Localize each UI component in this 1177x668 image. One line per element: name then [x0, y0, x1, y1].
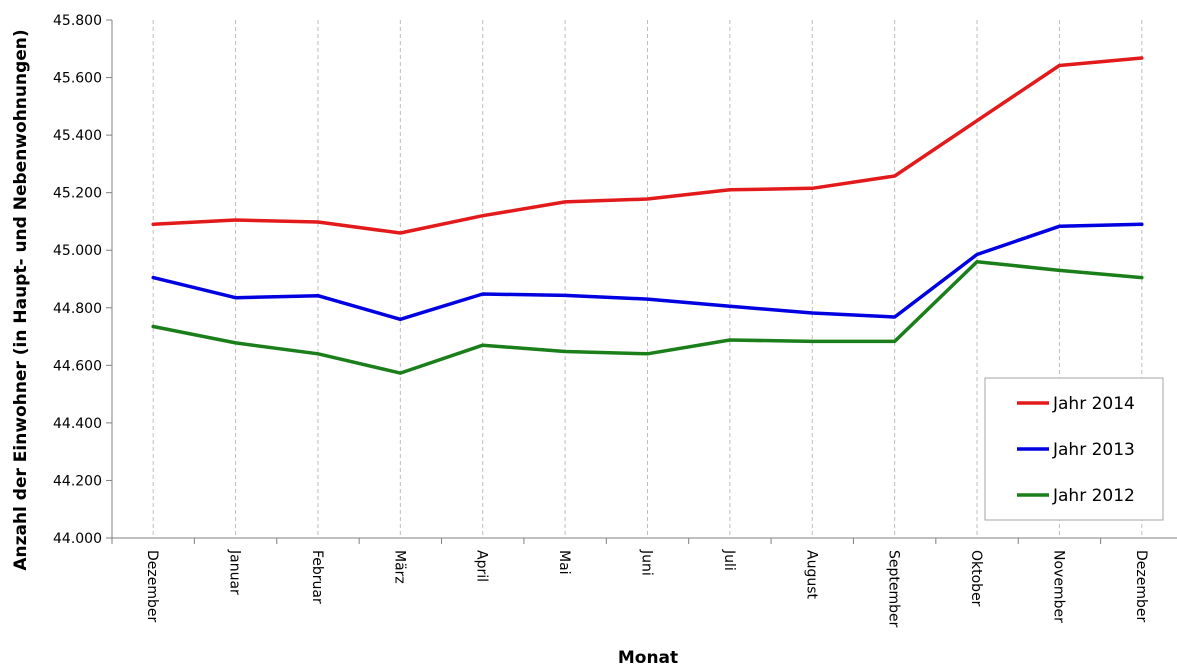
x-tick-label: Januar: [227, 549, 243, 595]
y-tick-label: 44.200: [53, 473, 102, 489]
y-tick-label: 45.000: [53, 243, 102, 259]
y-tick-label: 44.400: [53, 416, 102, 432]
y-axis-ticks: 44.000 44.200 44.400 44.600 44.800 45.000 45.2…: [53, 13, 112, 547]
x-tick-label: April: [474, 550, 490, 582]
x-tick-label: Dezember: [1133, 550, 1149, 622]
legend-label: Jahr 2012: [1052, 486, 1135, 506]
y-tick-label: 45.800: [53, 13, 102, 29]
series-line-jahr-2012: [151, 259, 1144, 375]
series-lines: [151, 56, 1144, 375]
x-tick-label: Mai: [556, 550, 572, 575]
axes: [111, 20, 1177, 539]
legend-box: [984, 377, 1164, 521]
y-tick-label: 44.800: [53, 301, 102, 317]
x-tick-label: Juni: [639, 549, 655, 576]
series-line-jahr-2014: [151, 56, 1144, 235]
y-axis-title: Anzahl der Einwohner (in Haupt- und Nebe…: [11, 29, 31, 570]
x-tick-label: November: [1050, 550, 1066, 623]
x-tick-label: Juli: [721, 549, 737, 571]
y-tick-label: 45.400: [53, 128, 102, 144]
x-axis-ticks: Dezember Januar Februar März April Mai Juni Jul…: [111, 538, 1149, 628]
legend-label: Jahr 2014: [1052, 394, 1135, 414]
x-tick-label: Dezember: [144, 550, 160, 622]
x-tick-label: August: [803, 550, 819, 600]
legend: Jahr 2014 Jahr 2013 Jahr 2012: [984, 377, 1164, 521]
y-tick-label: 44.600: [53, 358, 102, 374]
x-tick-label: März: [391, 550, 407, 584]
x-axis-title: Monat: [618, 648, 678, 668]
series-line-jahr-2013: [151, 222, 1144, 322]
y-tick-label: 45.600: [53, 71, 102, 87]
y-tick-label: 45.200: [53, 186, 102, 202]
x-tick-label: September: [886, 550, 902, 628]
legend-label: Jahr 2013: [1052, 440, 1135, 460]
x-tick-label: Februar: [309, 550, 325, 604]
x-tick-label: Oktober: [968, 550, 984, 607]
y-tick-label: 44.000: [53, 531, 102, 547]
